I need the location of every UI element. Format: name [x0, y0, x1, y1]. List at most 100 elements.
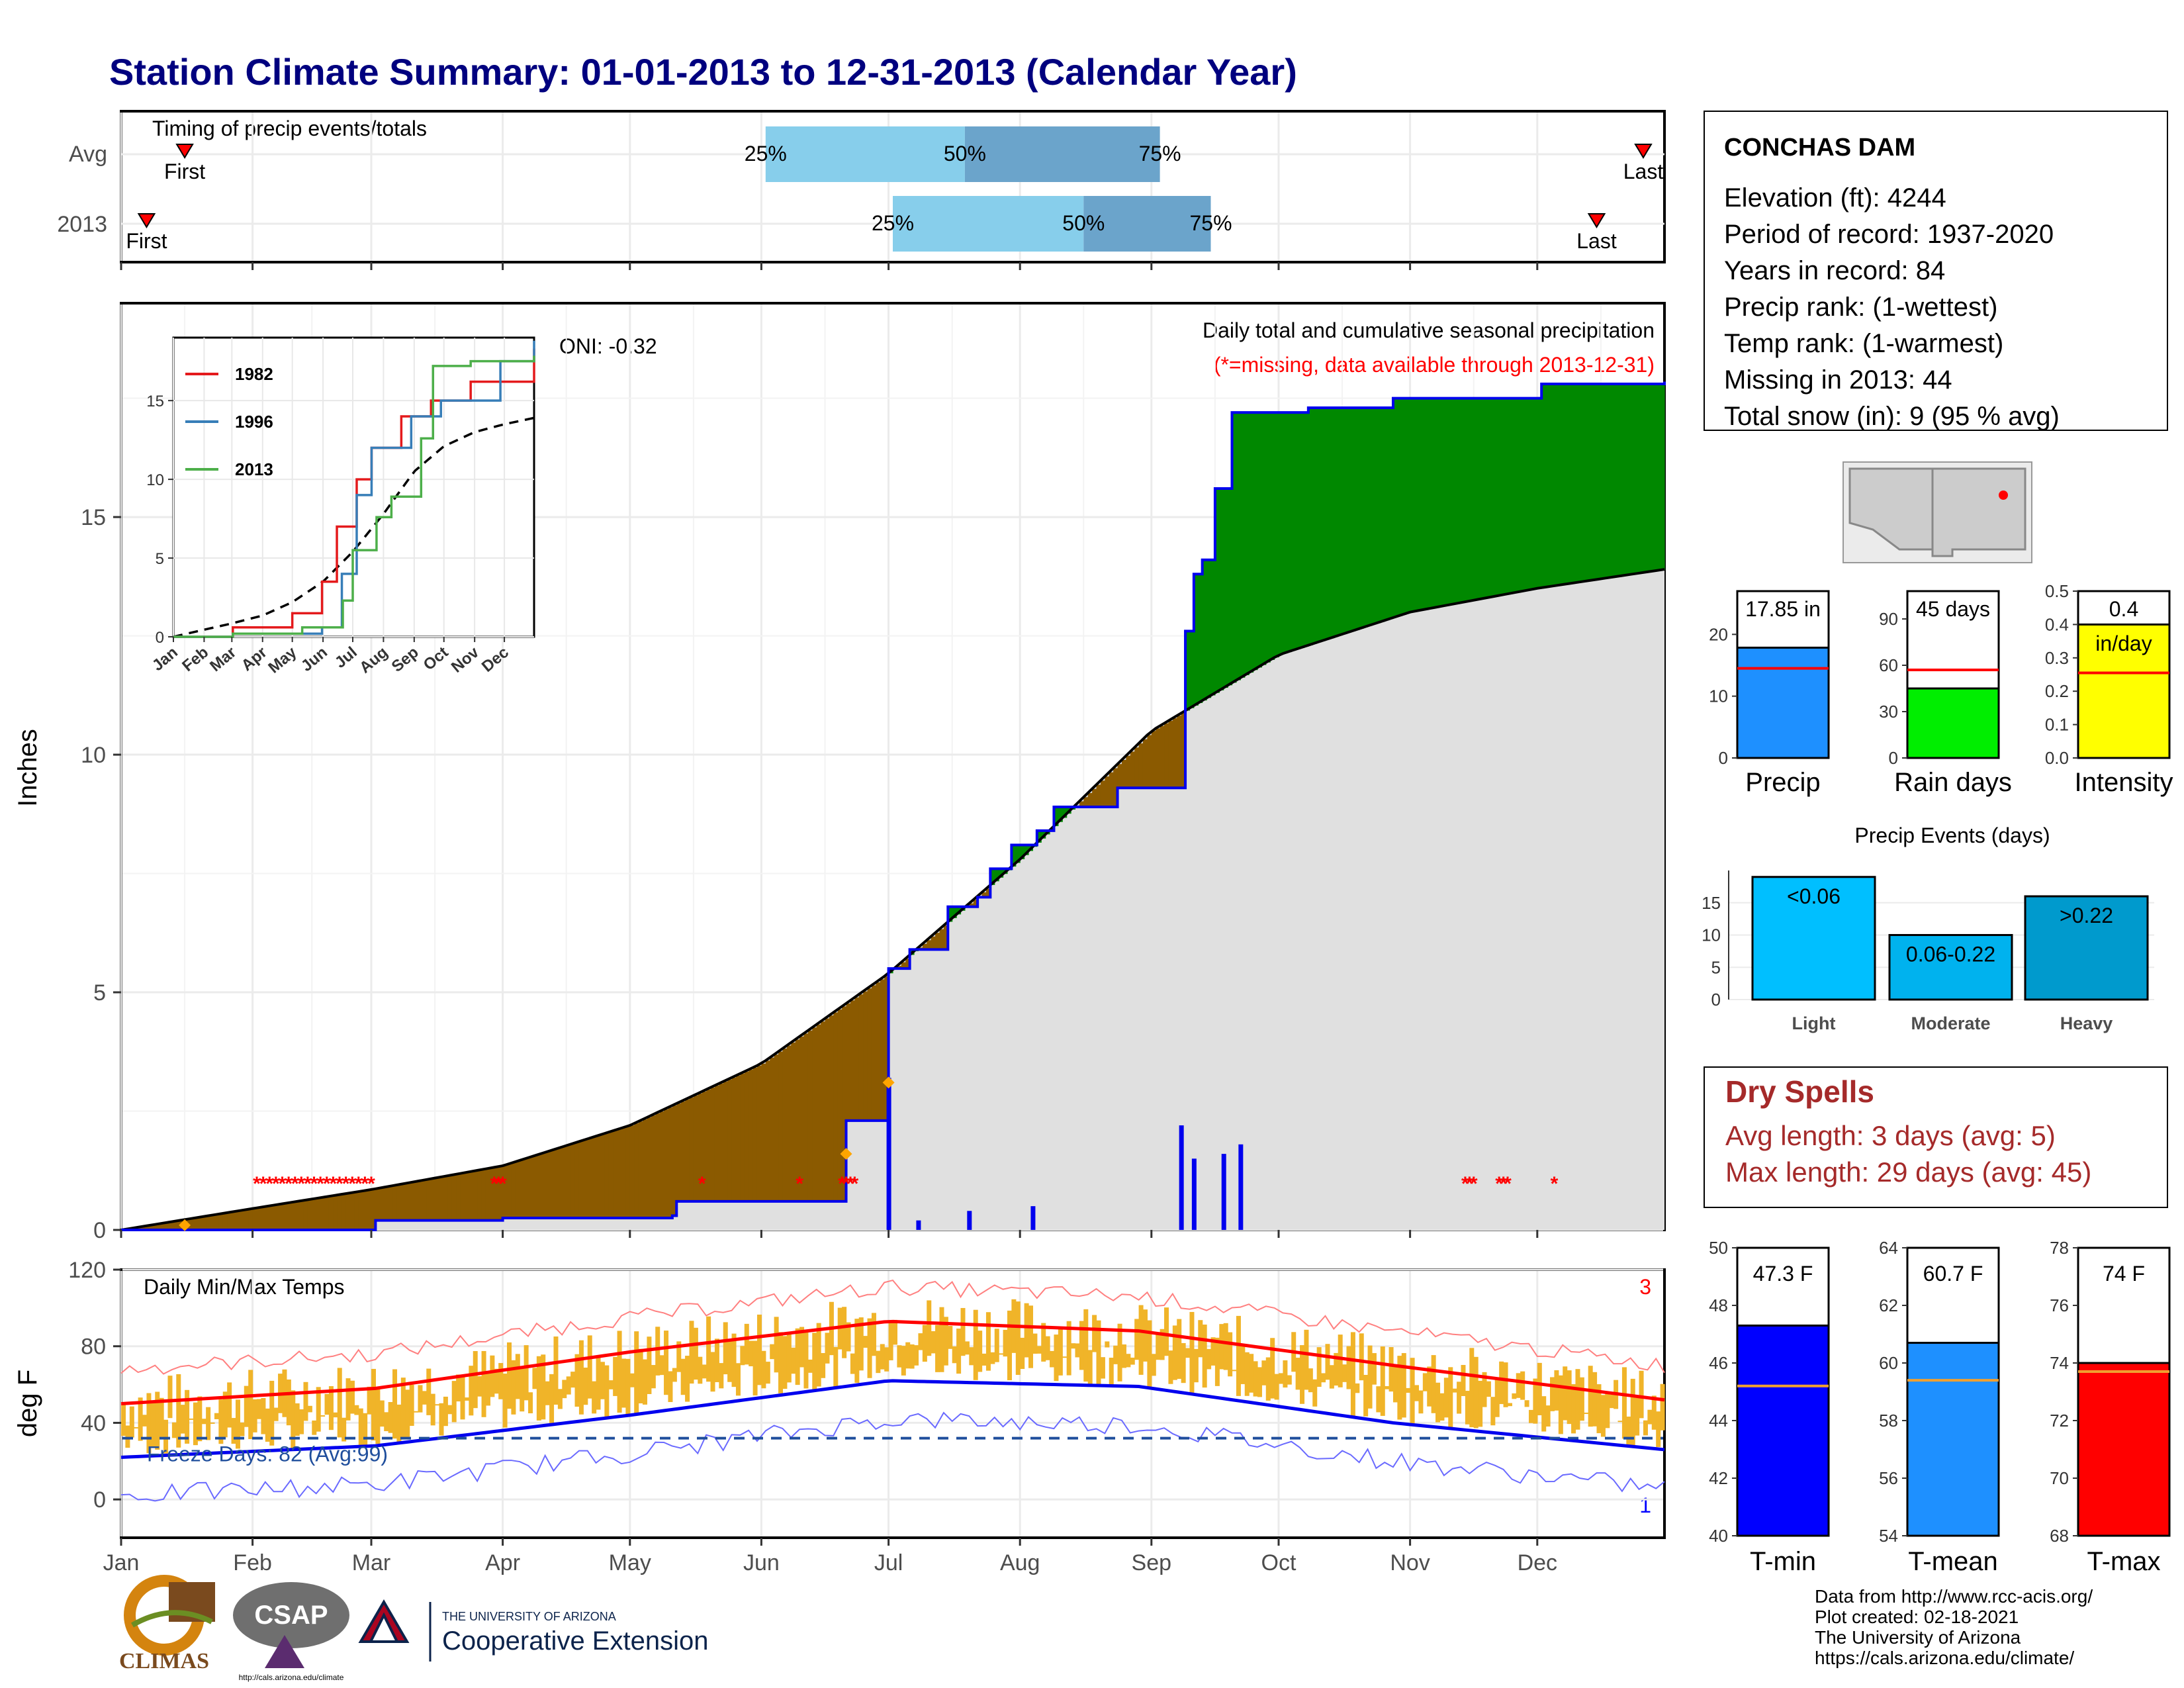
cumulative-2013-line	[121, 381, 1666, 1231]
cumulative-diff-band	[774, 1055, 779, 1201]
cumulative-diff-band	[1592, 384, 1598, 581]
temp-bar-ytick-label: 68	[2050, 1526, 2069, 1546]
daily-temp-bar	[570, 1372, 576, 1388]
cumulative-diff-band	[659, 1111, 664, 1219]
daily-temp-bar	[456, 1374, 461, 1402]
temp-corner-top: 3	[1639, 1275, 1651, 1299]
daily-temp-bar	[566, 1376, 571, 1395]
cumulative-diff-band	[1189, 631, 1195, 708]
cumulative-diff-band	[456, 1174, 461, 1221]
daily-temp-bar	[1528, 1409, 1533, 1423]
daily-temp-bar	[858, 1317, 864, 1371]
daily-temp-bar	[435, 1404, 440, 1406]
daily-temp-bar	[1214, 1337, 1220, 1386]
timing-p50-label: 50%	[944, 142, 986, 165]
cumulative-diff-band	[621, 1128, 626, 1219]
daily-temp-bar	[1367, 1345, 1373, 1409]
daily-temp-bar	[371, 1368, 376, 1441]
cumulative-diff-band	[1240, 412, 1246, 678]
cumulative-diff-band	[587, 1139, 592, 1219]
daily-temp-bar	[485, 1372, 490, 1406]
daily-temp-bar	[901, 1346, 906, 1376]
daily-temp-bar	[134, 1427, 139, 1429]
temp-bar-value: 47.3 F	[1753, 1262, 1813, 1286]
cumulative-diff-band	[1443, 398, 1449, 606]
cumulative-diff-band	[485, 1168, 490, 1221]
daily-temp-bar	[405, 1389, 410, 1438]
cumulative-diff-band	[248, 1209, 253, 1230]
daily-temp-bar	[676, 1341, 682, 1372]
cumulative-diff-band	[566, 1145, 571, 1219]
cumulative-diff-band	[1109, 772, 1114, 808]
daily-temp-bar	[964, 1341, 970, 1355]
cumulative-diff-band	[316, 1198, 321, 1230]
daily-temp-bar	[1609, 1394, 1614, 1409]
daily-temp-bar	[1541, 1396, 1547, 1432]
cumulative-diff-band	[1096, 784, 1101, 808]
cumulative-diff-band	[583, 1140, 588, 1219]
daily-temp-bar	[167, 1376, 173, 1419]
daily-temp-bar	[1312, 1379, 1318, 1407]
daily-temp-bar	[1575, 1369, 1580, 1430]
daily-temp-bar	[265, 1408, 270, 1442]
cumulative-diff-band	[1058, 807, 1063, 822]
cumulative-diff-band	[1147, 735, 1152, 788]
daily-temp-bar	[1533, 1378, 1538, 1424]
cumulative-diff-band	[1651, 384, 1657, 571]
daily-temp-bar	[345, 1378, 351, 1421]
cumulative-diff-band	[1134, 747, 1140, 788]
daily-temp-bar	[511, 1360, 516, 1415]
cumulative-diff-band	[1609, 384, 1614, 578]
timing-panel: Timing of precip events/totals Avg 2013 …	[57, 110, 1666, 270]
events-ytick-label: 15	[1702, 893, 1721, 913]
cumulative-diff-band	[803, 1033, 809, 1201]
daily-temp-bar	[1244, 1352, 1250, 1396]
cumulative-diff-band	[765, 1060, 770, 1201]
page-title: Station Climate Summary: 01-01-2013 to 1…	[109, 51, 1297, 93]
cumulative-diff-band	[1490, 398, 1496, 597]
daily-temp-bar	[430, 1393, 435, 1426]
daily-temp-bar	[574, 1354, 580, 1407]
daily-temp-bar	[1452, 1388, 1457, 1393]
cumulative-diff-band	[1452, 398, 1457, 604]
cumulative-diff-band	[1308, 407, 1313, 645]
summary-bar-ytick-label: 0.3	[2045, 648, 2069, 668]
daily-temp-bar	[604, 1365, 610, 1417]
cumulative-diff-band	[1507, 398, 1512, 594]
daily-temp-bar	[1338, 1335, 1343, 1387]
cumulative-diff-band	[1520, 398, 1525, 592]
cumulative-diff-band	[1376, 407, 1381, 624]
cumulative-diff-band	[905, 959, 911, 969]
cumulative-diff-band	[1541, 384, 1547, 588]
daily-temp-bar	[1130, 1357, 1135, 1365]
cumulative-diff-band	[1300, 412, 1305, 648]
cumulative-diff-band	[349, 1193, 355, 1230]
temp-bar-ytick-label: 60	[1879, 1353, 1898, 1373]
daily-temp-bar	[354, 1405, 359, 1415]
temp-bar-ytick-label: 48	[1709, 1295, 1728, 1315]
cumulative-diff-band	[948, 906, 953, 922]
timing-band-50-75	[1083, 196, 1211, 252]
daily-temp-bar	[1113, 1345, 1118, 1364]
temp-bar-2	[2077, 1362, 2171, 1537]
daily-temp-bar	[1160, 1329, 1165, 1360]
daily-temp-bar	[1380, 1346, 1385, 1416]
month-tick-label: Sep	[1132, 1550, 1172, 1575]
daily-temp-bar	[1236, 1315, 1241, 1396]
cumulative-diff-band	[400, 1184, 406, 1221]
cumulative-diff-band	[278, 1204, 283, 1230]
daily-temp-bar	[189, 1418, 194, 1420]
daily-temp-bar	[507, 1342, 512, 1409]
daily-temp-bar	[1503, 1362, 1508, 1407]
daily-temp-bar	[1520, 1371, 1525, 1400]
missing-marker: *	[1461, 1173, 1469, 1195]
daily-temp-bar	[1626, 1416, 1631, 1446]
daily-temp-bar	[1206, 1348, 1212, 1370]
daily-temp-bar	[1605, 1393, 1610, 1429]
daily-temp-bar	[197, 1396, 203, 1442]
record-low-line	[120, 1411, 1665, 1502]
dry-spells-avg: Avg length: 3 days (avg: 5)	[1725, 1120, 2056, 1151]
cumulative-diff-band	[1422, 398, 1428, 610]
cumulative-diff-band	[651, 1115, 656, 1219]
cumulative-diff-band	[617, 1129, 622, 1219]
